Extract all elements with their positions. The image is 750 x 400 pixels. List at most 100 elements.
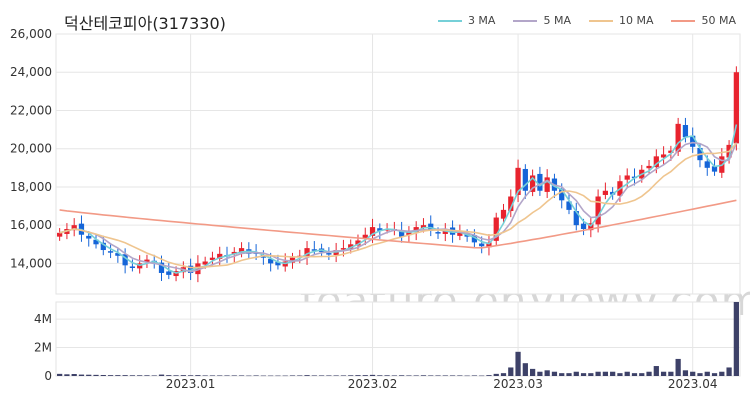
- volume-bar: [238, 375, 245, 376]
- price-tick-label: 14,000: [10, 256, 52, 270]
- legend-label-3ma: 3 MA: [467, 14, 496, 27]
- volume-bar: [289, 375, 296, 376]
- volume-bar: [137, 375, 143, 376]
- x-tick-label: 2023.02: [348, 377, 398, 391]
- volume-bar: [559, 373, 565, 376]
- volume-bar: [369, 374, 376, 376]
- candle-body: [71, 225, 77, 231]
- volume-bar: [93, 374, 99, 376]
- legend-label-10ma: 10 MA: [618, 14, 654, 27]
- candle-body: [93, 239, 99, 245]
- candle-body: [340, 248, 347, 250]
- legend-swatch-10ma: [588, 19, 613, 22]
- volume-panel: [55, 301, 741, 377]
- volume-bar: [304, 375, 310, 376]
- volume-bar: [471, 375, 478, 376]
- volume-bar: [129, 375, 136, 376]
- volume-bar: [100, 375, 106, 376]
- volume-bar: [551, 371, 558, 376]
- candle-body: [57, 232, 63, 237]
- volume-bar: [86, 374, 92, 376]
- candle-body: [660, 154, 667, 158]
- candle-body: [275, 261, 281, 266]
- candle-body: [362, 234, 368, 239]
- volume-bar: [166, 375, 172, 376]
- volume-bar: [333, 375, 339, 376]
- volume-tick-label: 4M: [34, 312, 52, 326]
- volume-bar: [413, 375, 419, 376]
- candle-body: [457, 232, 463, 236]
- volume-bar: [122, 375, 128, 376]
- volume-bar: [209, 375, 216, 376]
- candle-body: [187, 265, 194, 273]
- volume-bar: [711, 373, 718, 376]
- volume-bar: [537, 371, 543, 376]
- x-tick-label: 2023.03: [493, 377, 543, 391]
- candle-body: [406, 230, 412, 236]
- candle-body: [238, 248, 245, 254]
- legend-item-10ma: 10 MA: [588, 14, 654, 27]
- volume-bar: [151, 375, 157, 376]
- volume-bar: [362, 375, 368, 376]
- volume-bar: [391, 375, 397, 376]
- volume-bar: [377, 375, 383, 376]
- candle-body: [268, 258, 274, 264]
- volume-bar: [297, 375, 303, 376]
- volume-bar: [348, 375, 354, 376]
- volume-bar: [617, 373, 623, 376]
- candle-body: [486, 242, 492, 248]
- candle-body: [107, 251, 114, 253]
- volume-bar: [318, 375, 325, 376]
- legend-item-50ma: 50 MA: [671, 14, 736, 27]
- volume-bar: [180, 375, 186, 376]
- candle-body: [144, 259, 150, 262]
- candle-body: [115, 253, 121, 256]
- volume-bar: [326, 375, 332, 376]
- volume-bar: [646, 371, 652, 376]
- candle-body: [217, 253, 223, 259]
- candle-body: [435, 232, 441, 234]
- candle-body: [653, 156, 659, 168]
- candle-body: [668, 150, 674, 153]
- candle-body: [377, 228, 383, 231]
- volume-bar: [202, 375, 208, 376]
- volume-bar: [275, 375, 281, 377]
- price-panel: [55, 33, 741, 295]
- volume-bar: [624, 371, 630, 376]
- volume-bar: [158, 374, 165, 376]
- volume-bar: [631, 373, 638, 376]
- candle-body: [122, 254, 128, 266]
- volume-bar: [610, 371, 616, 376]
- volume-bar: [355, 375, 361, 376]
- volume-bar: [544, 370, 550, 376]
- volume-bar: [602, 371, 609, 376]
- candle-body: [529, 175, 536, 192]
- price-tick-label: 18,000: [10, 180, 52, 194]
- candle-body: [471, 235, 478, 243]
- volume-bar: [399, 375, 405, 376]
- volume-bar: [217, 375, 223, 376]
- volume-bar: [57, 373, 63, 376]
- volume-bar: [508, 367, 514, 376]
- volume-bar: [173, 375, 179, 376]
- legend: 3 MA 5 MA 10 MA 50 MA: [437, 14, 736, 27]
- candle-body: [304, 248, 310, 257]
- volume-bar: [449, 375, 456, 376]
- volume-bar: [697, 373, 703, 376]
- volume-bar: [486, 375, 492, 376]
- candle-body: [624, 175, 630, 180]
- ma-line-50: [59, 199, 737, 249]
- legend-item-5ma: 5 MA: [513, 14, 571, 27]
- candle-body: [166, 271, 172, 275]
- candle-body: [515, 167, 521, 195]
- price-tick-label: 16,000: [10, 218, 52, 232]
- volume-bar: [682, 370, 689, 376]
- legend-label-50ma: 50 MA: [701, 14, 736, 27]
- volume-bar: [340, 375, 347, 376]
- volume-bar: [653, 366, 659, 376]
- volume-bar: [660, 371, 667, 376]
- candle-body: [704, 161, 710, 168]
- volume-bar: [500, 373, 507, 376]
- ma-line-10: [59, 142, 737, 269]
